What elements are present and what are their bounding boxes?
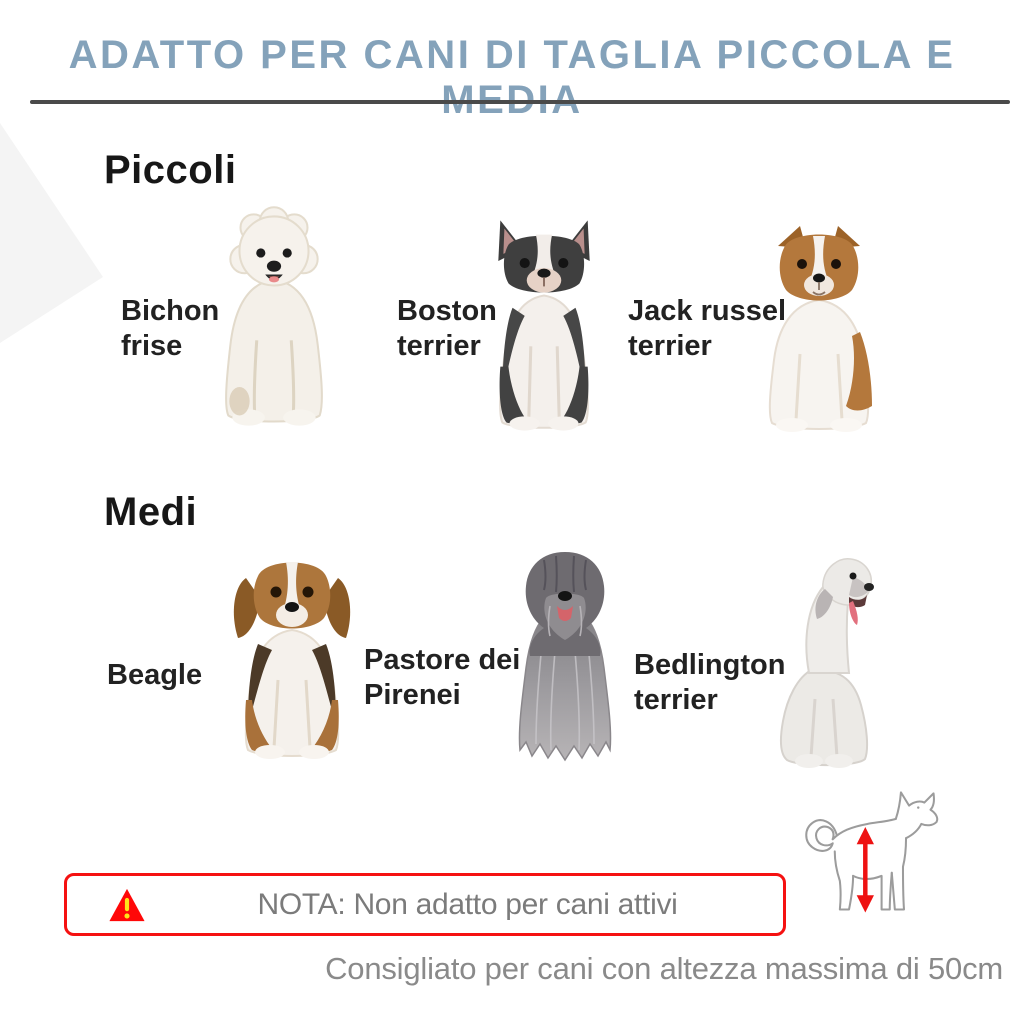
dog-label-boston-terrier: Boston terrier	[397, 295, 497, 363]
bedlington-terrier-photo	[779, 558, 874, 768]
double-headed-vertical-arrow-icon	[856, 827, 874, 913]
dog-height-outline-icon	[805, 791, 939, 911]
dog-label-pastore-dei-pirenei: Pastore dei Pirenei	[364, 644, 521, 712]
boston-terrier-photo	[498, 220, 590, 431]
dog-label-bichon-frise: Bichon frise	[121, 295, 220, 363]
dog-height-diagram	[805, 791, 939, 913]
footer-recommendation-text: Consigliato per cani con altezza massima…	[325, 951, 1003, 986]
jack-russel-terrier-photo	[768, 226, 872, 432]
beagle-photo	[233, 562, 351, 759]
section-heading-medi: Medi	[104, 490, 198, 534]
note-box: NOTA: Non adatto per cani attivi	[64, 873, 786, 936]
note-text: NOTA: Non adatto per cani attivi	[257, 887, 678, 921]
background-triangle-decoration	[0, 123, 103, 343]
dog-label-bedlington-terrier: Bedlington terrier	[634, 649, 786, 717]
title-divider	[30, 100, 1010, 104]
dog-label-jack-russel-terrier: Jack russel terrier	[628, 295, 787, 363]
warning-icon	[109, 888, 145, 922]
dog-label-beagle: Beagle	[107, 659, 203, 691]
bichon-frise-photo	[225, 206, 323, 426]
section-heading-piccoli: Piccoli	[104, 148, 237, 192]
pastore-dei-pirenei-photo	[518, 552, 612, 762]
page-title: ADATTO PER CANI DI TAGLIA PICCOLA E MEDI…	[68, 33, 956, 122]
